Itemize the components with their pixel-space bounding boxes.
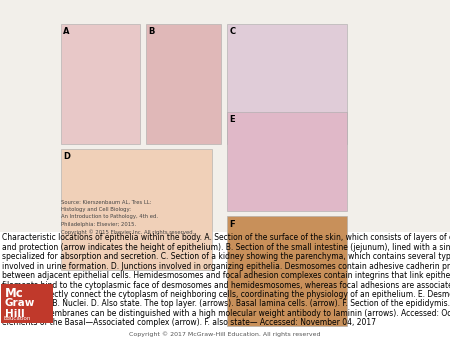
Text: superficially. B. Nuclei. D. Also state. The top layer. (arrows). Basal lamina c: superficially. B. Nuclei. D. Also state.…: [2, 299, 450, 309]
Text: junctions directly connect the cytoplasm of neighboring cells, coordinating the : junctions directly connect the cytoplasm…: [2, 290, 450, 299]
Text: filaments bind to the cytoplasmic face of desmosomes and hemidesmosomes, whereas: filaments bind to the cytoplasmic face o…: [2, 281, 450, 290]
Text: An Introduction to Pathology, 4th ed.: An Introduction to Pathology, 4th ed.: [61, 214, 158, 219]
Text: involved in urine formation. D. Junctions involved in organizing epithelia. Desm: involved in urine formation. D. Junction…: [2, 262, 450, 271]
Text: E: E: [230, 115, 235, 124]
Text: and protection (arrow indicates the height of epithelium). B. Section of the sma: and protection (arrow indicates the heig…: [2, 243, 450, 252]
Bar: [227, 24, 346, 144]
Bar: [146, 24, 220, 144]
Text: basement membranes can be distinguished with a high molecular weight antibody to: basement membranes can be distinguished …: [2, 309, 450, 318]
Text: F: F: [230, 220, 235, 229]
Bar: [227, 112, 346, 211]
Text: elements of the Basal—Associated complex (arrow). F. also state— Accessed: Novem: elements of the Basal—Associated complex…: [2, 318, 376, 328]
Text: Mc: Mc: [4, 287, 23, 299]
Text: Characteristic locations of epithelia within the body. A. Section of the surface: Characteristic locations of epithelia wi…: [2, 233, 450, 242]
Text: Histology and Cell Biology:: Histology and Cell Biology:: [61, 207, 131, 212]
Text: Education: Education: [3, 316, 31, 321]
Text: Copyright © 2015 Elsevier Inc. All rights reserved.: Copyright © 2015 Elsevier Inc. All right…: [61, 229, 194, 235]
Bar: [227, 216, 346, 326]
Bar: [0, 0, 450, 232]
Text: B: B: [148, 27, 155, 36]
Text: specialized for absorption and secretion. C. Section of a kidney showing the par: specialized for absorption and secretion…: [2, 252, 450, 261]
Text: C: C: [230, 27, 236, 36]
Bar: [1, 284, 53, 323]
Text: D: D: [63, 152, 70, 161]
Text: Graw: Graw: [4, 298, 35, 308]
Text: between adjacent epithelial cells. Hemidesmosomes and focal adhesion complexes c: between adjacent epithelial cells. Hemid…: [2, 271, 450, 280]
Bar: [61, 149, 211, 270]
Text: Hill: Hill: [4, 309, 24, 319]
Text: A: A: [63, 27, 69, 36]
Text: Source: Kierszenbaum AL, Tres LL:: Source: Kierszenbaum AL, Tres LL:: [61, 199, 151, 204]
Bar: [61, 24, 140, 144]
Text: Copyright © 2017 McGraw-Hill Education. All rights reserved: Copyright © 2017 McGraw-Hill Education. …: [129, 331, 321, 337]
Text: Philadelphia: Elsevier; 2015.: Philadelphia: Elsevier; 2015.: [61, 222, 136, 227]
